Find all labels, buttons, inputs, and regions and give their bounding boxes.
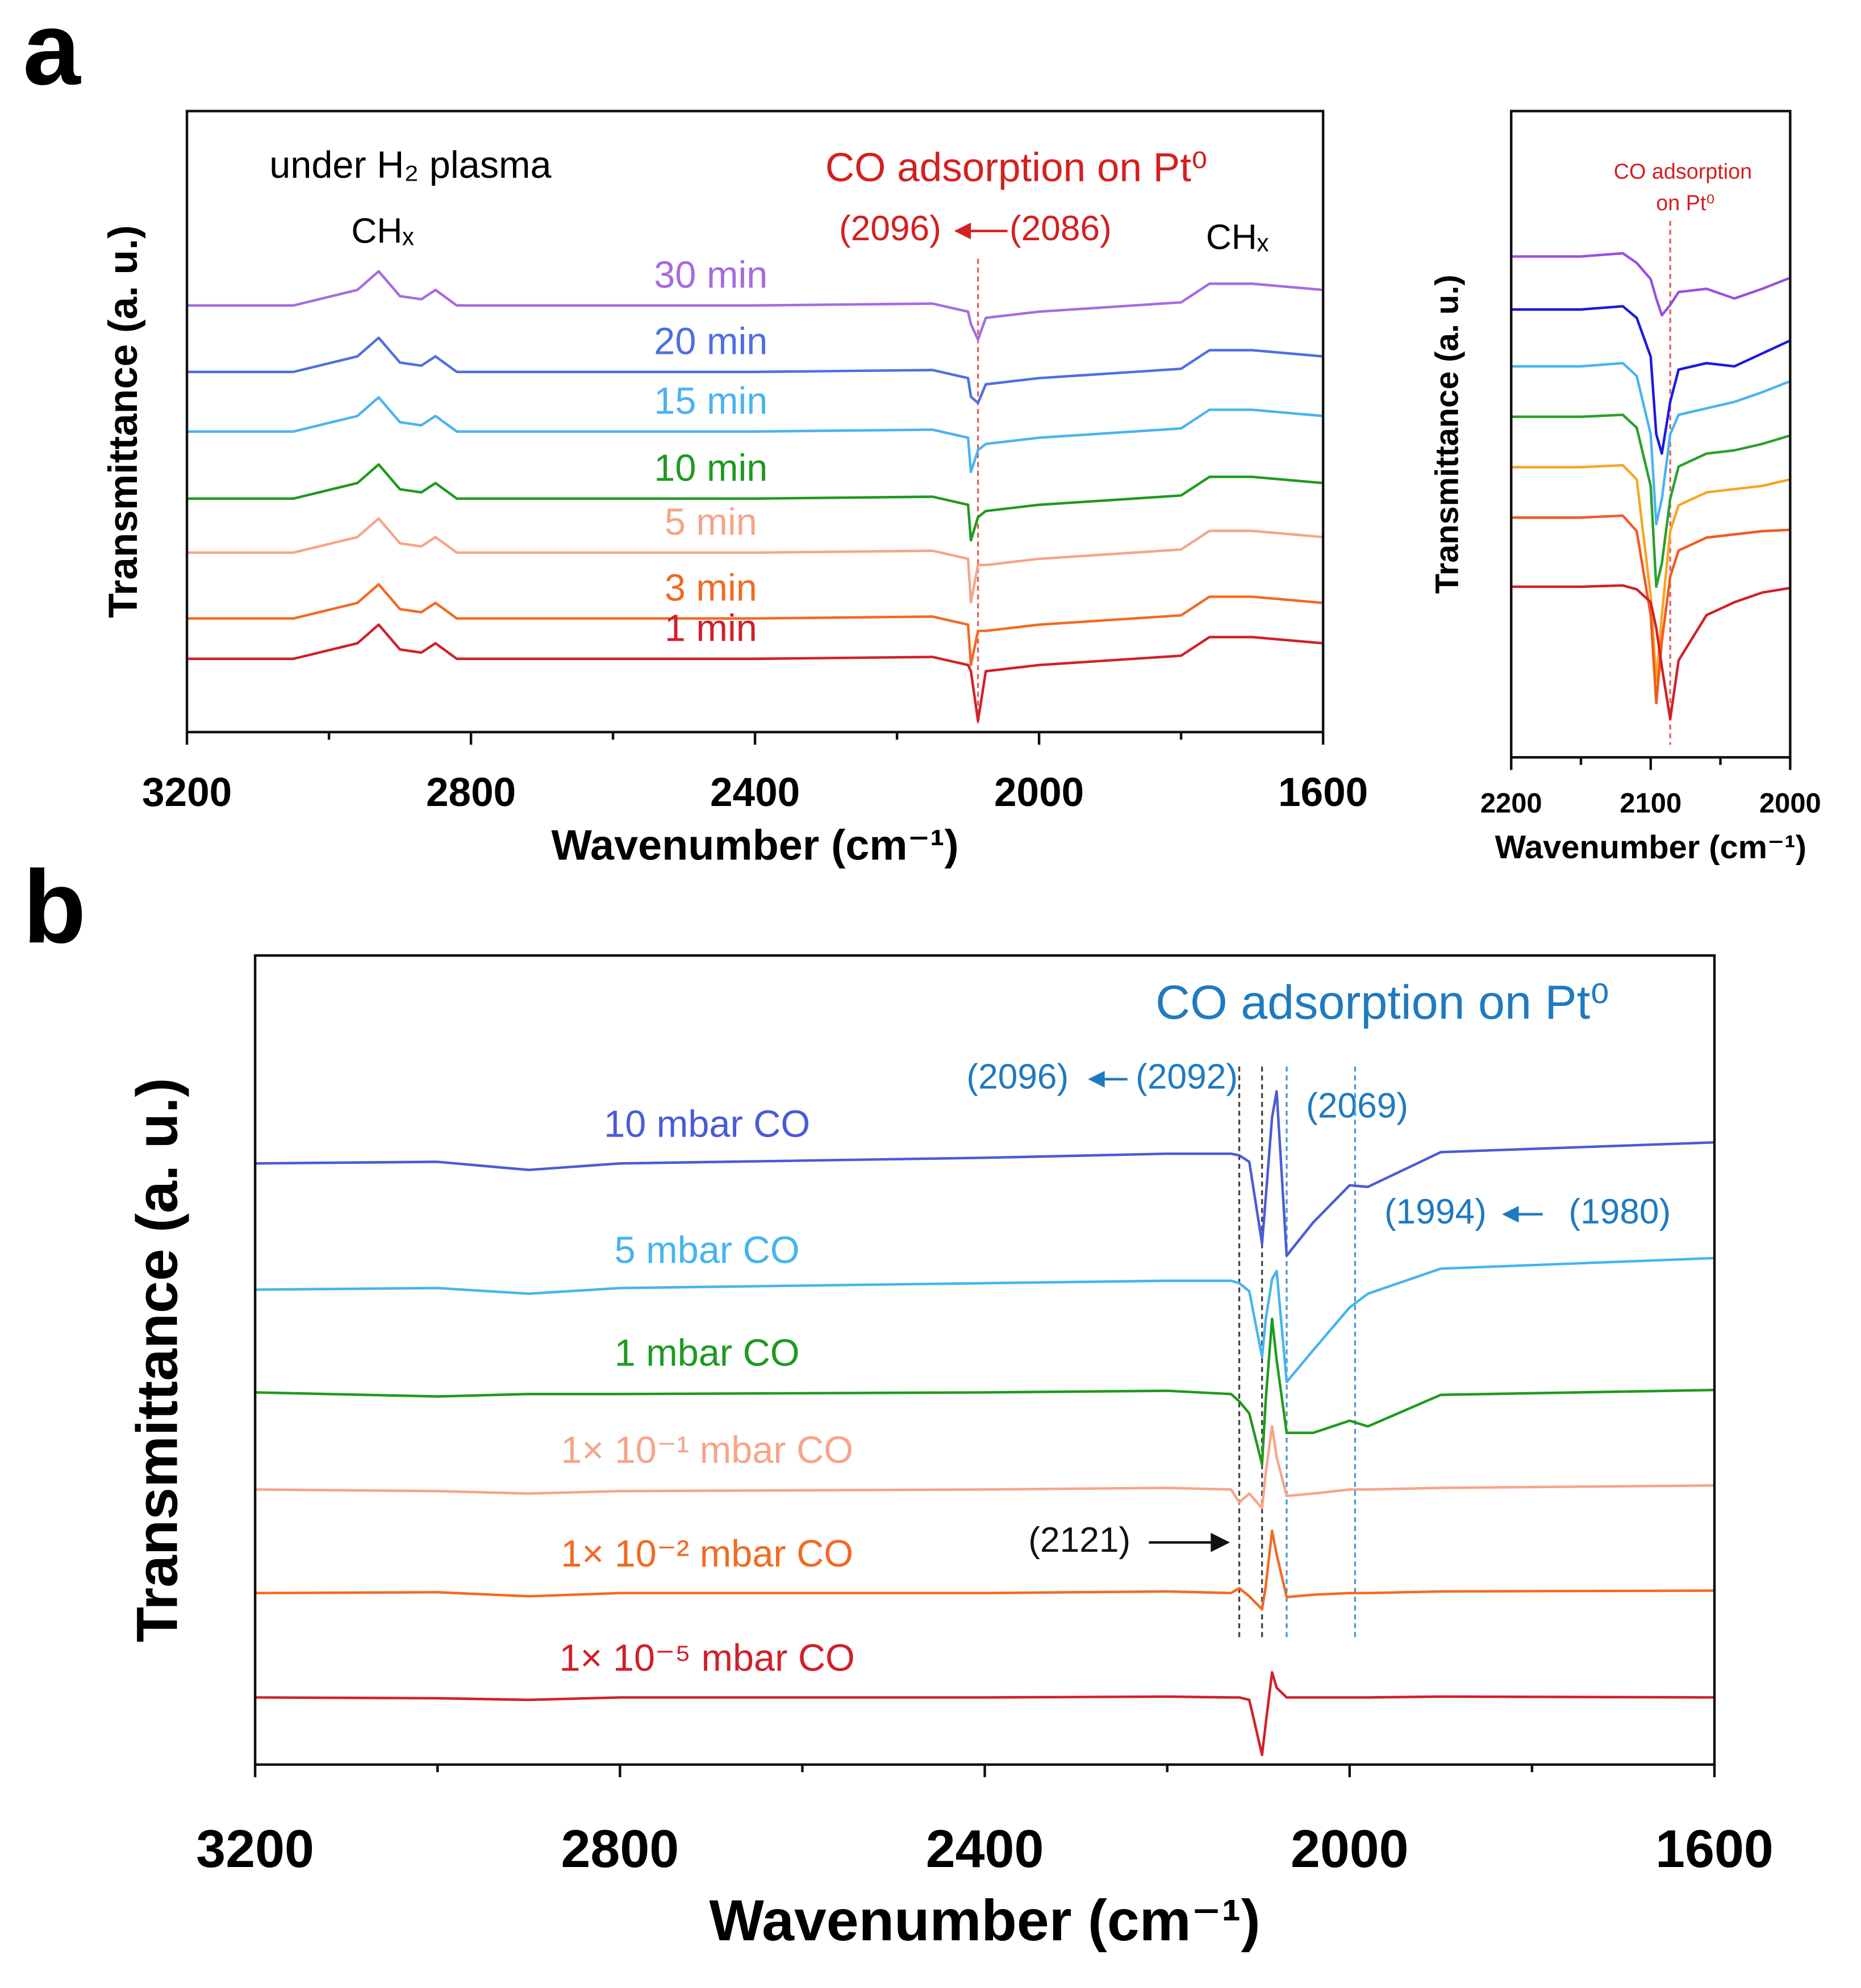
x-tick-label: 2200 <box>1480 788 1542 819</box>
annotation: on Pt⁰ <box>1656 191 1714 215</box>
x-tick-label: 2400 <box>926 1819 1044 1878</box>
spectrum-line <box>187 517 1324 604</box>
series-label: 10 min <box>654 448 767 490</box>
x-tick-label: 2400 <box>710 770 800 815</box>
spectrum-line <box>255 1671 1715 1756</box>
series-label: 5 min <box>665 502 757 544</box>
x-tick-label: 2000 <box>994 770 1084 815</box>
panel-label: a <box>23 0 81 106</box>
x-tick-label: 2800 <box>561 1819 679 1878</box>
series-label: 10 mbar CO <box>604 1103 810 1145</box>
x-tick-label: 2000 <box>1759 788 1821 819</box>
series-label: 3 min <box>665 567 757 609</box>
annotation: (2069) <box>1306 1087 1408 1126</box>
x-tick-label: 2100 <box>1620 788 1681 819</box>
series-label: 1× 10⁻² mbar CO <box>561 1533 853 1575</box>
spectrum-line <box>1511 362 1791 525</box>
annotation: (2121) <box>1028 1521 1130 1560</box>
y-axis-label: Transmittance (a. u.) <box>1429 275 1466 594</box>
x-tick-label: 2800 <box>426 770 516 815</box>
spectrum-line <box>187 270 1324 341</box>
annotation: (2096) <box>839 209 941 248</box>
spectrum-line <box>187 396 1324 474</box>
x-axis-label: Wavenumber (cm⁻¹) <box>552 821 959 869</box>
series-label: 1 min <box>665 608 757 650</box>
annotation: (1980) <box>1568 1192 1671 1231</box>
series-label: 15 min <box>654 380 767 422</box>
series-label: 1 mbar CO <box>615 1333 800 1375</box>
spectrum-line <box>187 463 1324 542</box>
x-tick-label: 2000 <box>1291 1819 1409 1878</box>
x-tick-label: 3200 <box>196 1819 314 1878</box>
annotation: CO adsorption <box>1614 160 1752 183</box>
x-axis-label: Wavenumber (cm⁻¹) <box>1495 829 1806 866</box>
series-label: 5 mbar CO <box>615 1230 800 1272</box>
spectrum-line <box>255 1425 1715 1510</box>
annotation: (2092) <box>1136 1057 1238 1096</box>
series-label: 20 min <box>654 320 767 362</box>
spectrum-line <box>1511 252 1791 317</box>
arrow <box>1088 1071 1543 1223</box>
spectrum-line <box>1511 304 1791 455</box>
spectrum-line <box>255 1529 1715 1611</box>
spectrum-line <box>187 336 1324 404</box>
spectrum-line <box>187 583 1324 667</box>
series-label: 30 min <box>654 254 767 296</box>
series-label: 1× 10⁻⁵ mbar CO <box>559 1638 854 1680</box>
annotation: under H₂ plasma <box>269 144 552 186</box>
x-tick-label: 1600 <box>1278 770 1368 815</box>
x-tick-label: 3200 <box>142 770 232 815</box>
spectrum-line <box>187 623 1324 722</box>
spectrum-line <box>255 1317 1715 1466</box>
arrow <box>954 222 1008 240</box>
spectrum-line <box>1511 463 1791 683</box>
x-axis-label: Wavenumber (cm⁻¹) <box>709 1887 1260 1953</box>
series-label: 1× 10⁻¹ mbar CO <box>561 1430 853 1472</box>
x-tick-label: 1600 <box>1655 1819 1774 1878</box>
y-axis-label: Transmittance (a. u.) <box>101 225 146 618</box>
annotation: CHₓ <box>1206 218 1269 257</box>
spectrum-line <box>1511 414 1791 588</box>
arrow <box>1149 1532 1230 1552</box>
annotation: CO adsorption on Pt⁰ <box>825 145 1208 190</box>
spectrum-line <box>1511 584 1791 721</box>
annotation: CHₓ <box>351 212 414 251</box>
annotation: CO adsorption on Pt⁰ <box>1155 975 1609 1029</box>
panel-label: b <box>23 849 86 964</box>
spectrum-line <box>255 1256 1715 1384</box>
annotation: (1994) <box>1384 1192 1487 1231</box>
spectrum-line <box>255 1090 1715 1257</box>
annotation: (2086) <box>1009 209 1112 248</box>
y-axis-label: Transmittance (a. u.) <box>124 1077 190 1642</box>
spectrum-line <box>1511 514 1791 704</box>
annotation: (2096) <box>966 1057 1069 1096</box>
